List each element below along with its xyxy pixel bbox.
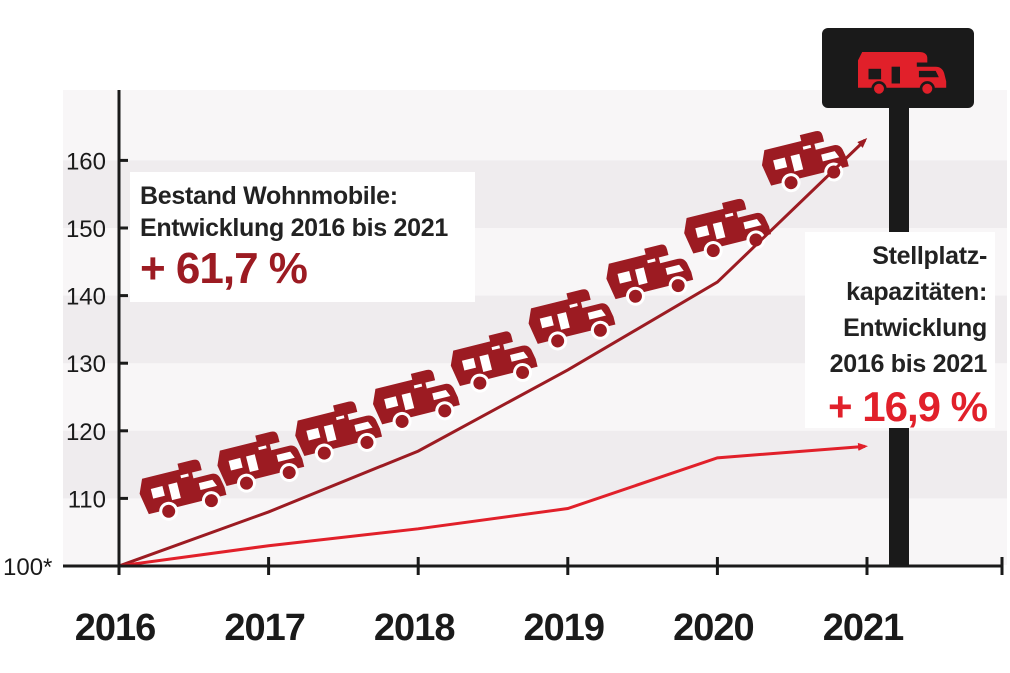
stellplatz-label-line1: Stellplatz-: [872, 242, 987, 270]
y-tick-label: 160: [66, 148, 106, 175]
stellplatz-percentage: + 16,9 %: [828, 383, 988, 430]
wohnmobile-label-line1: Bestand Wohnmobile:: [140, 182, 398, 210]
x-tick-label: 2018: [374, 607, 455, 649]
y-tick-label: 110: [68, 486, 106, 513]
x-tick-label: 2016: [75, 607, 156, 649]
series-line-stellplatz: [118, 442, 868, 568]
series-lines: [118, 138, 868, 568]
axes: [63, 90, 1004, 575]
x-tick-labels: 2016 2017 2018 2019 2020 2021: [75, 607, 905, 649]
wohnmobile-percentage: + 61,7 %: [140, 244, 308, 293]
y-tick-label: 140: [66, 284, 106, 311]
y-baseline-label: 100*: [3, 554, 52, 581]
x-tick-label: 2017: [224, 607, 305, 649]
wohnmobile-label-line2: Entwicklung 2016 bis 2021: [140, 214, 448, 242]
y-tick-labels: 110 120 130 140 150 160 100*: [3, 148, 106, 581]
y-tick-label: 120: [66, 419, 106, 446]
stellplatz-label-line4: 2016 bis 2021: [829, 350, 988, 378]
wohnmobile-annotation: Bestand Wohnmobile: Entwicklung 2016 bis…: [130, 172, 475, 302]
stellplatz-annotation: Stellplatz- kapazitäten: Entwicklung 201…: [805, 232, 995, 430]
motorhome-sign-icon: [822, 28, 974, 566]
stellplatz-label-line2: kapazitäten:: [846, 278, 987, 306]
y-tick-label: 150: [66, 216, 106, 243]
stellplatz-label-line3: Entwicklung: [843, 314, 987, 342]
x-tick-label: 2020: [673, 607, 754, 649]
x-tick-label: 2021: [823, 607, 904, 649]
series-line-wohnmobile: [118, 138, 868, 568]
x-tick-label: 2019: [524, 607, 605, 649]
y-tick-label: 130: [66, 351, 106, 378]
